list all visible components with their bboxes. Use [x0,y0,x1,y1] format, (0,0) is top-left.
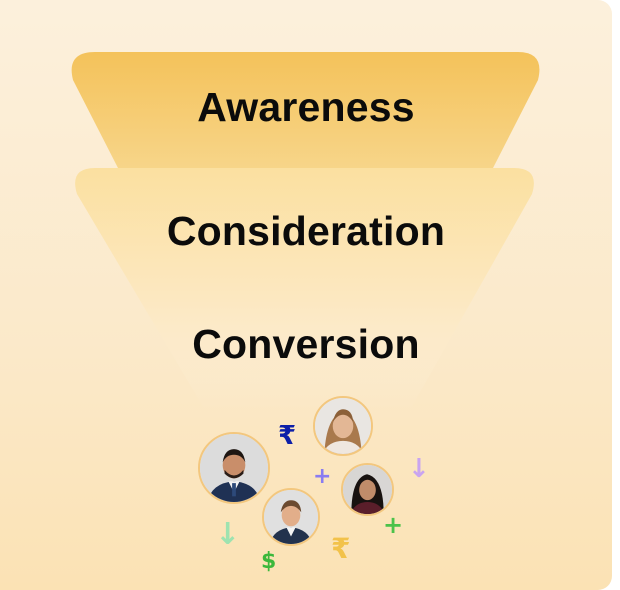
rupee-icon: ₹ [331,532,351,565]
stage-label-consideration: Consideration [166,208,446,254]
avatar-man-suit [198,432,270,504]
plus-icon: + [383,511,404,539]
stage-label-conversion: Conversion [192,321,420,367]
funnel-body-shape [75,168,534,410]
arrow-down-icon: ↓ [408,454,430,484]
avatar-woman-blonde [313,396,373,456]
arrow-down-icon: ↓ [215,517,241,552]
avatar-woman-dark-hair [341,463,394,516]
avatar-man-young [262,488,320,546]
plus-icon: + [313,464,332,489]
dollar-icon: $ [261,549,277,574]
stage-label-awareness: Awareness [197,84,415,130]
rupee-icon: ₹ [278,421,297,451]
funnel-stage-awareness-shape [71,52,540,168]
